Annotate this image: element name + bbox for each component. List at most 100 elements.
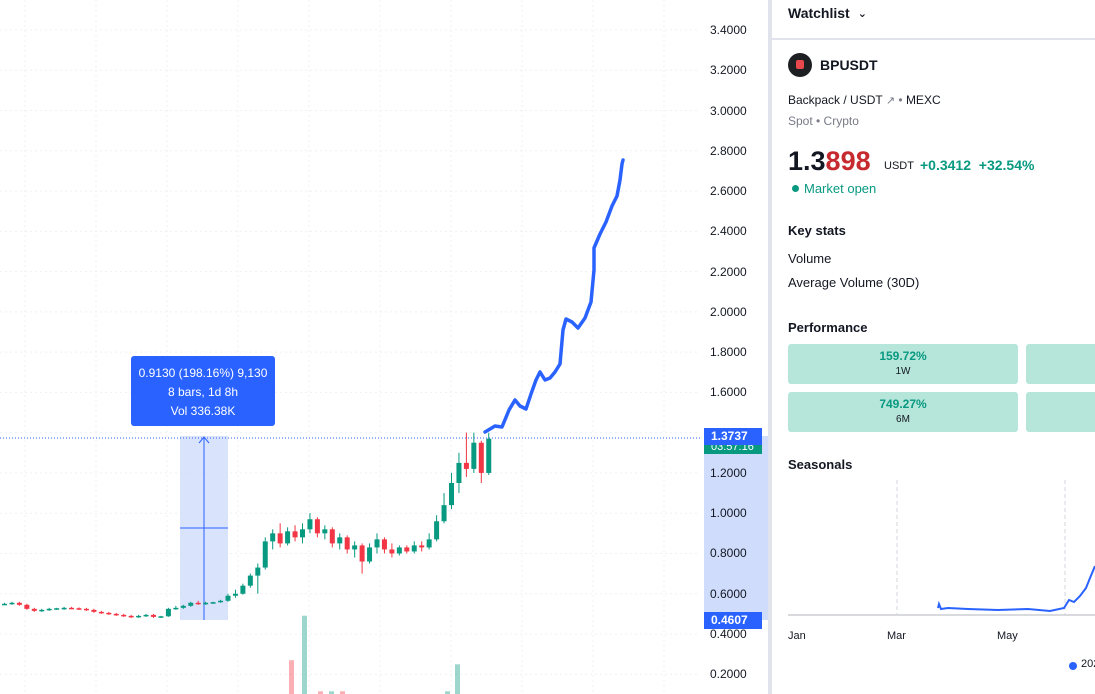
candle-body [195, 602, 201, 605]
price-chart[interactable] [0, 0, 700, 694]
seasonals-title[interactable]: Seasonals [788, 457, 853, 472]
candle-body [136, 615, 142, 618]
price-tick-label: 2.2000 [710, 264, 747, 279]
key-stats-title[interactable]: Key stats [788, 223, 846, 238]
instrument-type: Spot • Crypto [788, 114, 859, 128]
candle-body [46, 608, 52, 611]
candle-body [270, 533, 276, 542]
price-tick-label: 3.2000 [710, 63, 747, 78]
status-dot-icon [792, 185, 799, 192]
candle-body [158, 616, 164, 618]
legend-dot-icon [1069, 662, 1077, 670]
price-tick-label: 2.4000 [710, 224, 747, 239]
volume-bar [318, 691, 323, 694]
price-tick-label: 0.6000 [710, 586, 747, 601]
candle-body [247, 575, 253, 586]
month-label: Mar [887, 630, 906, 642]
candle-body [285, 531, 291, 544]
chevron-down-icon[interactable]: ⌄ [857, 8, 867, 20]
price-tick-label: 1.8000 [710, 345, 747, 360]
candle-body [374, 539, 380, 548]
candle-body [39, 609, 45, 612]
perf-value: 159.72% [879, 349, 927, 363]
candle-body [255, 567, 261, 576]
price-tick-label: 1.2000 [710, 465, 747, 480]
candle-body [210, 602, 216, 604]
price-tick-label: 0.8000 [710, 546, 747, 561]
symbol-row[interactable]: BPUSDT [788, 53, 878, 77]
candle-body [322, 529, 328, 534]
volume-bar [455, 664, 460, 694]
chart-pane[interactable]: 0.9130 (198.16%) 9,130 8 bars, 1d 8h Vol… [0, 0, 700, 694]
stat-average-volume: Average Volume (30D) [788, 275, 920, 290]
candle-body [69, 607, 75, 610]
pair-description: Backpack / USDT ↗ • MEXC [788, 93, 941, 107]
price-tick-label: 2.0000 [710, 304, 747, 319]
price-unit: USDT [884, 160, 914, 172]
perf-period: 6M [896, 414, 910, 425]
candle-body [218, 600, 224, 603]
perf-cell-1w[interactable]: 159.72% 1W [788, 344, 1018, 384]
measure-high-tag: 1.3737 [704, 428, 762, 445]
measure-change: 0.9130 (198.16%) 9,130 [138, 366, 268, 380]
candle-body [203, 602, 209, 605]
watchlist-header[interactable]: Watchlist ⌄ [772, 0, 1095, 40]
candle-body [456, 462, 462, 483]
price-change: +0.3412 +32.54% [920, 157, 1034, 173]
candle-body [232, 593, 238, 596]
price-tick-label: 3.4000 [710, 23, 747, 37]
month-label: May [997, 630, 1018, 642]
external-link-icon[interactable]: ↗ [885, 95, 896, 107]
candle-body [180, 605, 186, 608]
price-tick-label: 0.4000 [710, 627, 747, 641]
performance-title[interactable]: Performance [788, 320, 868, 335]
price-change-abs: +0.3412 [920, 157, 971, 173]
panel-divider[interactable] [768, 0, 772, 694]
seasonals-line [937, 565, 1095, 613]
perf-cell-6m[interactable]: 749.27% 6M [788, 392, 1018, 432]
volume-bar [445, 691, 450, 694]
candle-body [411, 545, 417, 552]
candle-body [240, 585, 246, 594]
price-tick-label: 2.6000 [710, 184, 747, 199]
candle-body [292, 531, 298, 538]
pair-desc-text[interactable]: Backpack / USDT [788, 93, 883, 107]
candle-body [262, 541, 268, 568]
candle-body [173, 607, 179, 610]
measure-arrow-icon [198, 436, 210, 444]
price-highlight: 898 [825, 146, 871, 176]
candle-body [83, 608, 89, 611]
exchange-name[interactable]: MEXC [905, 93, 941, 107]
candle-body [352, 545, 358, 550]
candle-body [478, 442, 484, 473]
month-label: Jan [788, 630, 806, 642]
candle-body [381, 539, 387, 550]
candle-body [389, 549, 395, 554]
price-tick-label: 1.0000 [710, 506, 747, 521]
candle-body [61, 607, 67, 610]
price-tick-label: 1.6000 [710, 385, 747, 400]
candle-body [337, 537, 343, 544]
watchlist-title: Watchlist [788, 5, 850, 21]
legend-label[interactable]: 202 [1081, 658, 1095, 670]
candle-body [113, 613, 119, 616]
candle-body [359, 545, 365, 562]
last-price: 1.3898 [788, 146, 871, 177]
candle-body [441, 505, 447, 522]
candle-body [344, 537, 350, 550]
perf-cell-hidden-2[interactable] [1026, 392, 1095, 432]
seasonals-chart[interactable] [788, 478, 1095, 623]
candle-body [300, 529, 305, 538]
measure-tooltip: 0.9130 (198.16%) 9,130 8 bars, 1d 8h Vol… [131, 356, 275, 426]
projection-line [483, 158, 625, 434]
perf-cell-hidden-1[interactable] [1026, 344, 1095, 384]
candle-body [434, 521, 440, 540]
measure-low-tag: 0.4607 [704, 612, 762, 629]
price-tick-label: 3.0000 [710, 103, 747, 118]
candle-body [329, 529, 335, 544]
price-scale[interactable]: 3.4000 3.2000 3.0000 2.8000 2.6000 2.4000 2.20… [700, 0, 768, 694]
backpack-logo-icon [788, 53, 812, 77]
candle-body [151, 614, 156, 617]
price-tick-label: 2.8000 [710, 143, 747, 158]
